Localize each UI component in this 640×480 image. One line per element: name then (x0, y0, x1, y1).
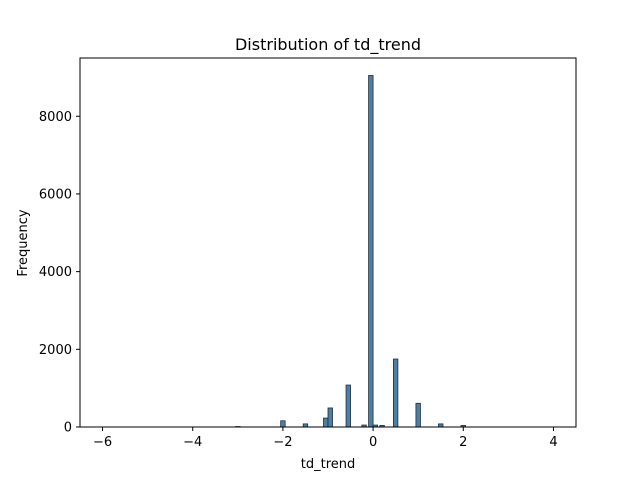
bars-layer (235, 75, 466, 428)
histogram-bar (323, 417, 329, 428)
x-axis-label: td_trend (301, 457, 356, 472)
y-tick-label: 4000 (39, 265, 72, 280)
histogram-bar (368, 75, 374, 428)
x-tick-label: 2 (459, 435, 467, 450)
x-tick-label: −4 (183, 435, 202, 450)
histogram-bar (392, 358, 399, 428)
histogram-bar (345, 384, 351, 428)
y-tick-label: 2000 (39, 343, 72, 358)
x-tick-label: −2 (273, 435, 292, 450)
histogram-bar (327, 407, 333, 428)
y-tick-label: 0 (64, 421, 72, 436)
y-tick-label: 8000 (39, 110, 72, 125)
chart-title: Distribution of td_trend (235, 35, 421, 55)
histogram-bar (280, 420, 286, 428)
x-tick-label: 4 (549, 435, 557, 450)
x-axis-ticks: −6 −4 −2 0 2 4 (93, 427, 558, 450)
y-tick-label: 6000 (39, 187, 72, 202)
y-axis-ticks: 0 2000 4000 6000 8000 (39, 110, 80, 436)
x-tick-label: 0 (369, 435, 377, 450)
x-tick-label: −6 (93, 435, 112, 450)
y-axis-label: Frequency (16, 209, 31, 276)
plot-frame (79, 57, 577, 428)
histogram-bar (415, 402, 421, 428)
